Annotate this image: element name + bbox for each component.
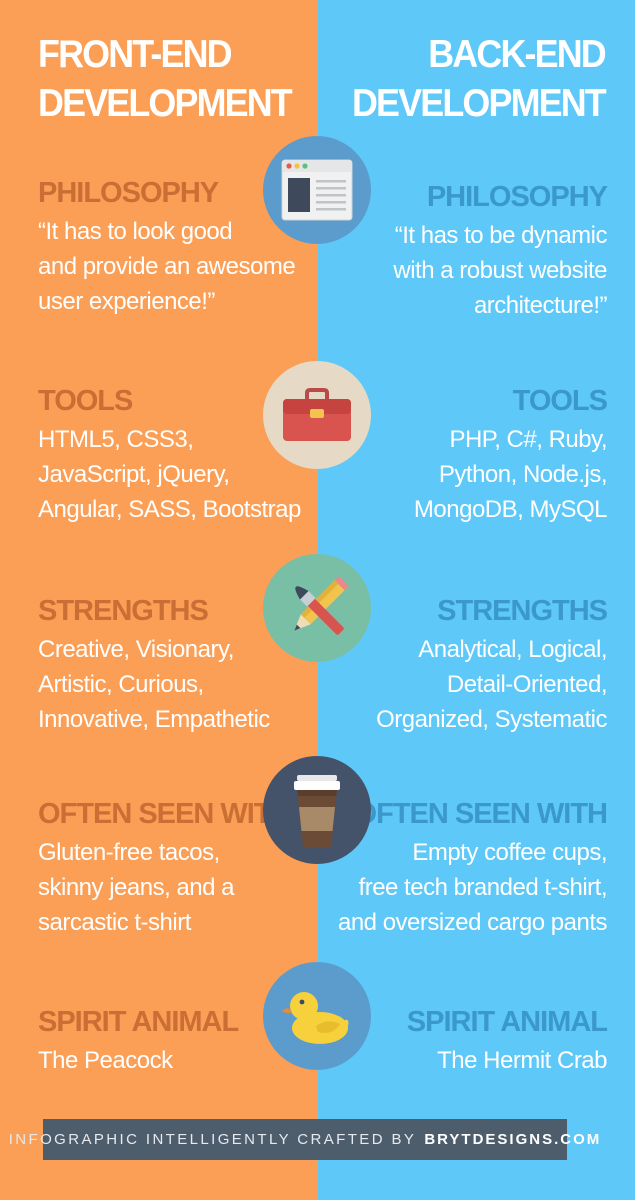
back-strengths-text: Analytical, Logical, Detail-Oriented, Or… (376, 636, 607, 733)
tools-icon-circle (263, 361, 371, 469)
back-philosophy-text: “It has to be dynamic with a robust webs… (393, 222, 607, 319)
browser-window-icon (281, 159, 353, 221)
philosophy-icon-circle (263, 136, 371, 244)
front-philosophy-section: PHILOSOPHY “It has to look good and prov… (38, 176, 338, 319)
front-end-title: FRONT-END DEVELOPMENT (38, 33, 293, 125)
back-philosophy-section: PHILOSOPHY “It has to be dynamic with a … (307, 180, 608, 323)
front-seen-with-section: OFTEN SEEN WITH Gluten-free tacos, skinn… (38, 797, 338, 940)
front-spirit-animal-heading: SPIRIT ANIMAL (38, 1006, 239, 1038)
back-strengths-heading: STRENGTHS (437, 595, 608, 627)
strengths-icon-circle (263, 554, 371, 662)
back-seen-with-heading: OFTEN SEEN WITH (354, 798, 608, 830)
front-seen-with-text: Gluten-free tacos, skinny jeans, and a s… (38, 839, 234, 936)
back-end-panel (318, 0, 635, 1200)
back-philosophy-heading: PHILOSOPHY (426, 181, 608, 213)
back-seen-with-text: Empty coffee cups, free tech branded t-s… (337, 839, 608, 936)
back-end-title: BACK-END DEVELOPMENT (352, 33, 607, 125)
credits-text: INFOGRAPHIC INTELLIGENTLY CRAFTED BY (8, 1131, 417, 1148)
spirit-animal-icon-circle (263, 962, 371, 1070)
rubber-duck-icon (282, 992, 349, 1044)
coffee-cup-icon (294, 775, 340, 847)
back-spirit-animal-section: SPIRIT ANIMAL The Hermit Crab (307, 1005, 608, 1078)
front-philosophy-text: “It has to look good and provide an awes… (38, 218, 296, 315)
back-strengths-section: STRENGTHS Analytical, Logical, Detail-Or… (307, 594, 608, 737)
front-seen-with-heading: OFTEN SEEN WITH (38, 798, 291, 830)
front-philosophy-heading: PHILOSOPHY (38, 177, 219, 209)
front-tools-heading: TOOLS (38, 385, 133, 417)
brand-link[interactable]: BRYTDESIGNS.COM (424, 1131, 602, 1148)
front-spirit-animal-text: The Peacock (38, 1047, 173, 1074)
front-tools-text: HTML5, CSS3, JavaScript, jQuery, Angular… (38, 426, 301, 523)
back-spirit-animal-text: The Hermit Crab (437, 1047, 607, 1074)
back-seen-with-section: OFTEN SEEN WITH Empty coffee cups, free … (307, 797, 608, 940)
back-tools-section: TOOLS PHP, C#, Ruby, Python, Node.js, Mo… (307, 384, 608, 527)
front-strengths-text: Creative, Visionary, Artistic, Curious, … (38, 636, 270, 733)
back-tools-text: PHP, C#, Ruby, Python, Node.js, MongoDB,… (413, 426, 608, 523)
toolbox-icon (283, 388, 351, 441)
back-spirit-animal-heading: SPIRIT ANIMAL (406, 1006, 608, 1038)
front-spirit-animal-section: SPIRIT ANIMAL The Peacock (38, 1005, 338, 1078)
seen-with-icon-circle (263, 756, 371, 864)
front-strengths-section: STRENGTHS Creative, Visionary, Artistic,… (38, 594, 338, 737)
front-strengths-heading: STRENGTHS (38, 595, 209, 627)
front-tools-section: TOOLS HTML5, CSS3, JavaScript, jQuery, A… (38, 384, 338, 527)
credits-footer: INFOGRAPHIC INTELLIGENTLY CRAFTED BY BRY… (9, 1119, 599, 1160)
brush-pencil-icon (294, 576, 349, 635)
back-tools-heading: TOOLS (512, 385, 608, 417)
